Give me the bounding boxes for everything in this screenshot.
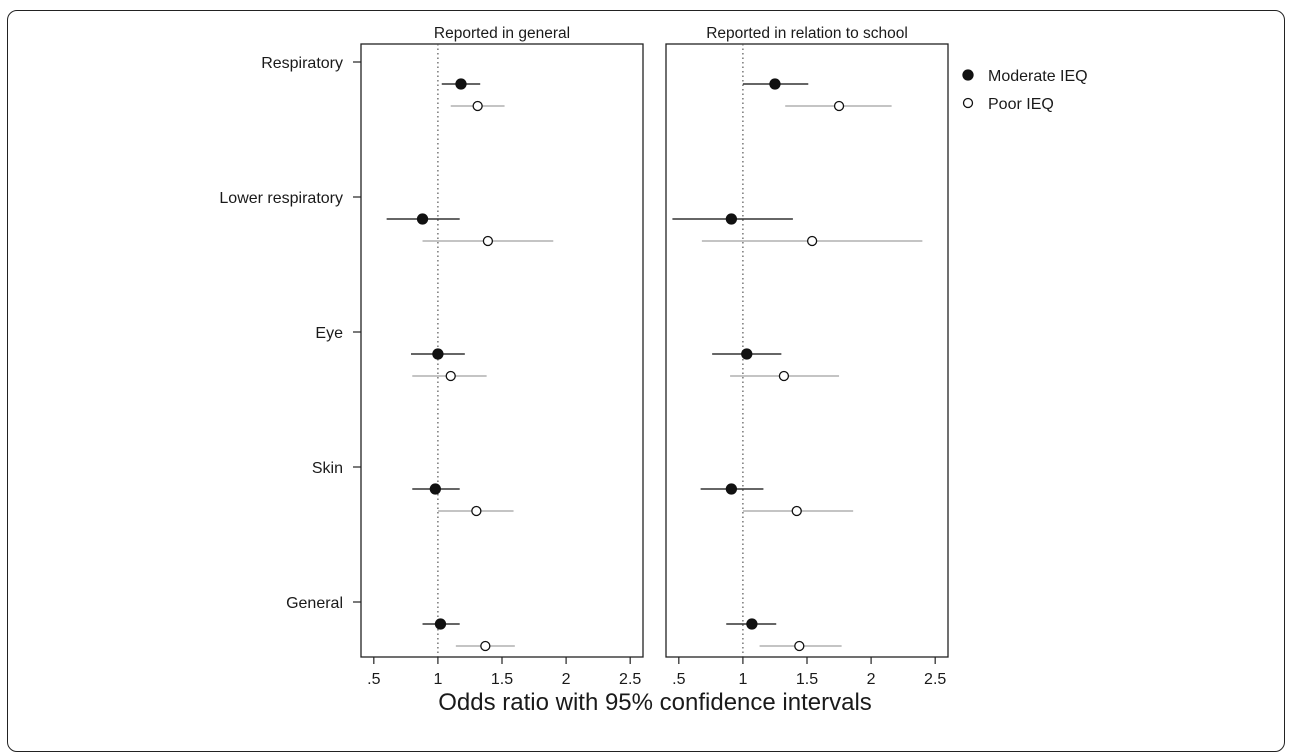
poor-ieq-point bbox=[445, 370, 456, 382]
x-tick-label: 2 bbox=[867, 671, 876, 688]
x-tick-label: 2 bbox=[562, 671, 571, 688]
legend-marker bbox=[962, 69, 974, 81]
legend-marker bbox=[962, 97, 974, 109]
x-tick-label: 2.5 bbox=[924, 671, 946, 688]
poor-ieq-point bbox=[778, 370, 790, 382]
moderate-ieq-point bbox=[416, 213, 429, 225]
x-tick-label: 1 bbox=[433, 671, 442, 688]
panel-title: Reported in relation to school bbox=[706, 25, 908, 42]
x-tick-label: .5 bbox=[367, 671, 380, 688]
poor-ieq-point bbox=[791, 505, 802, 517]
legend-label: Moderate IEQ bbox=[988, 68, 1088, 85]
moderate-ieq-point bbox=[741, 348, 753, 360]
category-label: General bbox=[286, 595, 343, 612]
moderate-ieq-point bbox=[455, 78, 467, 90]
category-label: Respiratory bbox=[261, 55, 343, 72]
moderate-ieq-point bbox=[746, 618, 758, 630]
panel-title: Reported in general bbox=[434, 25, 570, 42]
moderate-ieq-point bbox=[429, 483, 441, 495]
legend-label: Poor IEQ bbox=[988, 96, 1054, 113]
x-tick-label: 1.5 bbox=[491, 671, 513, 688]
category-label: Lower respiratory bbox=[219, 190, 343, 207]
moderate-ieq-point bbox=[725, 213, 738, 225]
figure-frame bbox=[7, 10, 1285, 752]
moderate-ieq-point bbox=[769, 78, 781, 90]
category-label: Skin bbox=[312, 460, 343, 477]
x-tick-label: 1 bbox=[738, 671, 747, 688]
poor-ieq-point bbox=[472, 100, 483, 112]
poor-ieq-point bbox=[482, 235, 494, 247]
x-tick-label: .5 bbox=[672, 671, 685, 688]
x-tick-label: 2.5 bbox=[619, 671, 641, 688]
category-label: Eye bbox=[315, 325, 343, 342]
panel-frame bbox=[360, 43, 644, 658]
x-axis-title: Odds ratio with 95% confidence intervals bbox=[438, 689, 872, 716]
x-tick-label: 1.5 bbox=[796, 671, 818, 688]
moderate-ieq-point bbox=[434, 618, 447, 630]
panel-frame bbox=[665, 43, 949, 658]
poor-ieq-point bbox=[833, 100, 845, 112]
moderate-ieq-point bbox=[432, 348, 444, 360]
forest-plot-chart: Respiratory Lower respiratory Eye Skin Gener… bbox=[219, 25, 1088, 716]
poor-ieq-point bbox=[806, 235, 818, 247]
moderate-ieq-point bbox=[725, 483, 738, 495]
poor-ieq-point bbox=[794, 640, 805, 652]
poor-ieq-point bbox=[471, 505, 482, 517]
poor-ieq-point bbox=[480, 640, 491, 652]
